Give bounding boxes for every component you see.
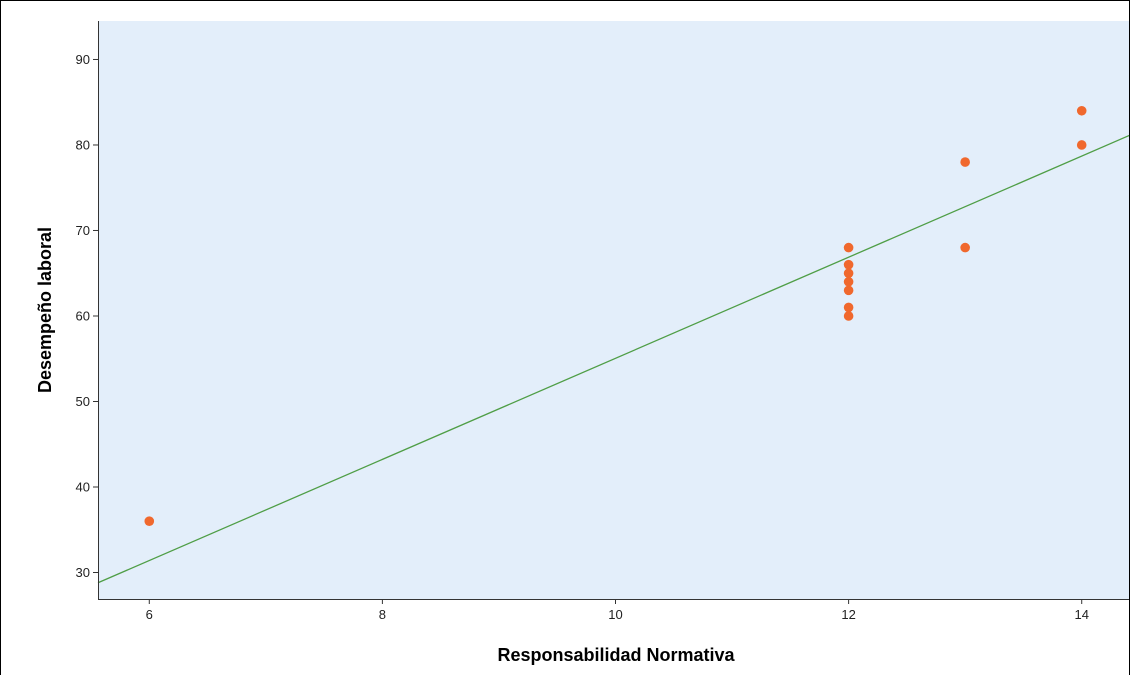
- data-point: [1076, 140, 1087, 150]
- fit-line: [97, 134, 1129, 584]
- x-tick-label: 14: [1074, 607, 1088, 622]
- x-axis-title: Responsabilidad Normativa: [497, 645, 735, 665]
- y-tick-group: 30 40 50 60 70 80 90: [76, 52, 98, 580]
- data-point: [843, 276, 854, 287]
- data-point: [144, 516, 155, 526]
- y-tick-label: 30: [76, 565, 90, 580]
- data-point: [843, 285, 854, 296]
- data-point: [843, 259, 854, 270]
- y-tick-label: 80: [76, 137, 90, 152]
- x-tick-label: 6: [146, 607, 153, 622]
- data-point: [960, 242, 970, 253]
- data-point: [843, 268, 854, 279]
- x-tick-label: 12: [841, 607, 855, 622]
- y-tick-label: 90: [76, 52, 90, 67]
- data-point: [843, 242, 854, 253]
- x-tick-label: 10: [608, 607, 622, 622]
- data-point: [843, 311, 854, 321]
- x-tick-label: 8: [379, 607, 386, 622]
- x-tick-group: 6 8 10 12 14: [146, 599, 1089, 622]
- y-tick-label: 50: [76, 394, 90, 409]
- data-point: [960, 157, 970, 167]
- fit-line-layer: [97, 134, 1129, 584]
- y-tick-label: 40: [76, 479, 90, 494]
- y-tick-label: 60: [76, 308, 90, 323]
- y-axis-title: Desempeño laboral: [35, 227, 55, 393]
- data-point: [843, 302, 854, 313]
- plot-area-background: [98, 21, 1129, 599]
- points-layer: [144, 105, 1087, 526]
- data-point: [1076, 105, 1087, 116]
- y-tick-label: 70: [76, 223, 90, 238]
